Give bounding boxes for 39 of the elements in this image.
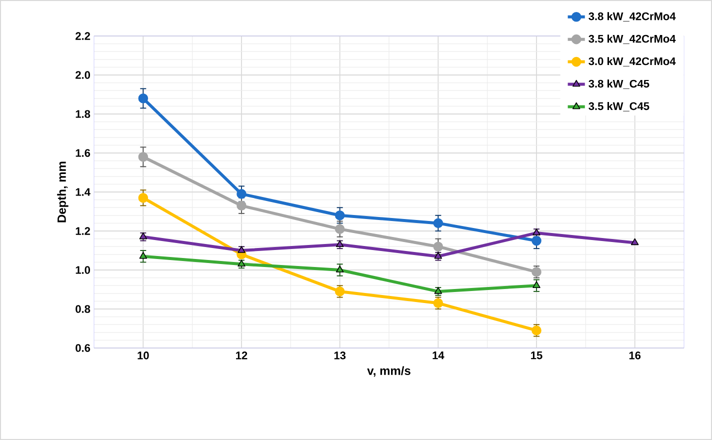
point xyxy=(139,252,148,259)
y-tick-label: 1.8 xyxy=(76,110,90,118)
point xyxy=(138,152,148,162)
y-tick-label: 2.0 xyxy=(76,71,90,79)
legend-label: 3.0 kW_42CrMo4 xyxy=(588,57,676,66)
y-tick-label: 0.8 xyxy=(76,305,90,313)
x-tick-label: 12 xyxy=(236,352,248,360)
x-tick-label: 10 xyxy=(138,352,149,360)
x-tick-label: 13 xyxy=(334,352,346,360)
point xyxy=(434,287,442,294)
point xyxy=(139,232,148,240)
legend-label: 3.5 kW_C45 xyxy=(588,102,650,112)
point xyxy=(433,242,444,252)
point xyxy=(238,260,246,267)
x-axis-title: v, mm/s xyxy=(367,366,410,377)
y-tick-label: 1.6 xyxy=(76,149,90,157)
point xyxy=(532,228,540,236)
legend-label: 3.5 kW_42CrMo4 xyxy=(588,34,676,44)
point xyxy=(336,240,344,248)
y-axis-title: Depth, mm xyxy=(57,162,68,222)
point xyxy=(238,246,246,253)
x-tick-label: 16 xyxy=(629,352,641,360)
x-tick-label: 15 xyxy=(531,352,542,360)
point xyxy=(532,281,540,288)
legend-label: 3.8 kW_C45 xyxy=(588,80,650,89)
point xyxy=(433,218,444,228)
y-tick-label: 2.2 xyxy=(76,32,90,40)
point xyxy=(336,266,344,272)
y-tick-label: 1.2 xyxy=(76,227,90,235)
x-tick-label: 14 xyxy=(432,352,444,360)
point xyxy=(138,94,148,104)
y-tick-label: 1.4 xyxy=(76,188,90,196)
legend-label: 3.8 kW_42CrMo4 xyxy=(588,12,676,22)
point xyxy=(236,200,246,211)
point xyxy=(532,236,542,246)
point xyxy=(138,192,148,203)
point xyxy=(630,238,639,246)
y-tick-label: 0.6 xyxy=(76,344,90,352)
y-tick-label: 1.0 xyxy=(76,266,90,274)
